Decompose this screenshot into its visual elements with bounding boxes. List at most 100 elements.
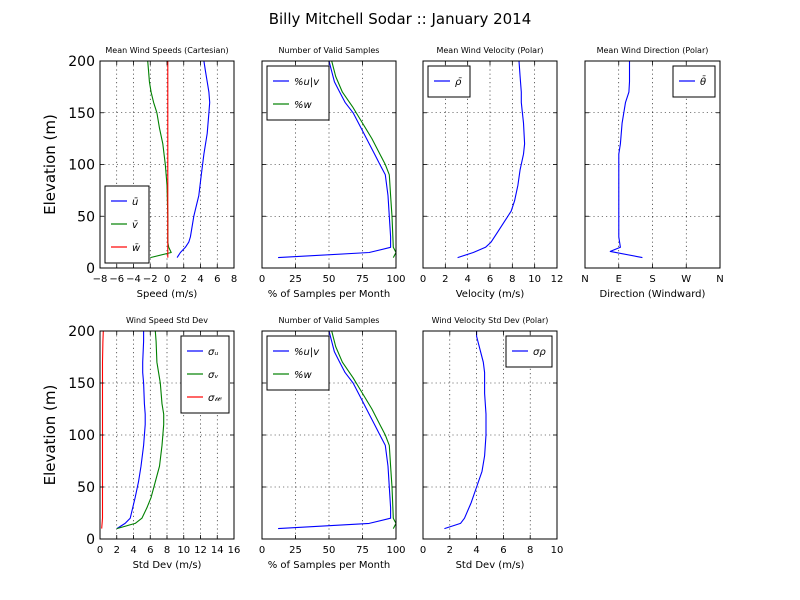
x-tick-label: 0: [420, 274, 426, 285]
legend-label: ū: [132, 197, 138, 208]
x-tick-label: 16: [228, 545, 241, 556]
series-group: [444, 331, 487, 530]
legend-label: σ𝓌: [208, 393, 222, 404]
y-tick-label: 0: [86, 261, 95, 277]
series-line-2: [331, 61, 396, 258]
x-tick-label: 8: [231, 274, 237, 285]
x-tick-label: −4: [126, 274, 141, 285]
series-line-1: [116, 331, 146, 530]
x-tick-label: 12: [194, 545, 207, 556]
series-group: [609, 61, 643, 259]
legend: σρ: [505, 335, 553, 368]
subplot-title: Number of Valid Samples: [279, 316, 380, 325]
legend-label: %w: [294, 100, 313, 111]
series-line-1: [609, 61, 643, 259]
legend-box: [266, 65, 330, 121]
x-tick-label: 0: [259, 545, 265, 556]
x-tick-label: 4: [130, 545, 136, 556]
x-tick-label: 50: [323, 545, 336, 556]
x-axis-label: Direction (Windward): [600, 289, 706, 300]
subplot-2: Number of Valid Samples 0 25 50 75 100 % of Sa…: [259, 46, 406, 300]
legend-label: %w: [294, 370, 313, 381]
x-tick-label: 4: [197, 274, 203, 285]
x-tick-label: 6: [147, 545, 153, 556]
subplot-title: Mean Wind Speeds (Cartesian): [105, 46, 228, 55]
series-line-2: [116, 331, 165, 530]
x-axis-label: % of Samples per Month: [268, 560, 391, 571]
x-tick-label: 12: [551, 274, 564, 285]
x-tick-label: 50: [323, 274, 336, 285]
series-line-1: [457, 61, 526, 259]
x-tick-label: 75: [356, 274, 369, 285]
figure-suptitle: Billy Mitchell Sodar :: January 2014: [269, 10, 532, 28]
x-tick-label: 8: [527, 545, 533, 556]
x-tick-label: 25: [289, 274, 302, 285]
x-tick-label: S: [649, 274, 655, 285]
legend-label: w̄: [132, 243, 141, 254]
series-line-1: [278, 61, 392, 259]
x-axis-label: % of Samples per Month: [268, 289, 391, 300]
legend-label: σᵥ: [208, 370, 219, 381]
series-line-2: [147, 61, 172, 259]
x-tick-label: 8: [509, 274, 515, 285]
x-tick-label: 2: [181, 274, 187, 285]
legend-label: θ̄: [700, 75, 706, 88]
x-tick-label: 100: [386, 274, 405, 285]
legend-label: σρ: [533, 347, 546, 358]
series-group: [101, 331, 165, 530]
x-tick-label: E: [616, 274, 622, 285]
subplot-title: Wind Velocity Std Dev (Polar): [432, 316, 549, 325]
x-tick-label: 100: [386, 545, 405, 556]
legend: ū v̄ w̄: [104, 185, 150, 264]
x-tick-label: 6: [214, 274, 220, 285]
subplot-3: Mean Wind Velocity (Polar) 0 2 4 6 8 10 12 Veloc…: [420, 46, 564, 300]
legend-label: %u|v: [294, 347, 320, 358]
legend: σᵤ σᵥ σ𝓌: [180, 335, 230, 414]
x-tick-label: 4: [464, 274, 470, 285]
x-tick-label: 10: [551, 545, 564, 556]
y-tick-label: 100: [68, 428, 95, 444]
x-tick-label: 0: [164, 274, 170, 285]
subplot-title: Mean Wind Velocity (Polar): [436, 46, 543, 55]
subplot-7: Wind Velocity Std Dev (Polar) 0 2 4 6 8 10 Std …: [420, 316, 564, 571]
subplot-1: Mean Wind Speeds (Cartesian)−8 −6 −4 −2 0 2 4 6…: [41, 46, 237, 300]
subplot-4: Mean Wind Direction (Polar) N E S W N Directio…: [581, 46, 723, 300]
series-line-1: [278, 331, 392, 530]
series-group: [147, 61, 211, 259]
x-tick-label: 2: [114, 545, 120, 556]
x-axis-label: Velocity (m/s): [456, 289, 525, 300]
legend-label: %u|v: [294, 77, 320, 88]
y-tick-label: 200: [68, 324, 95, 340]
series-group: [278, 61, 396, 259]
x-tick-label: 0: [97, 545, 103, 556]
x-tick-label: W: [681, 274, 691, 285]
y-axis-label: Elevation (m): [41, 114, 59, 215]
subplot-6: Number of Valid Samples 0 25 50 75 100 % of Sa…: [259, 316, 406, 571]
x-tick-label: 2: [447, 545, 453, 556]
x-axis-label: Std Dev (m/s): [133, 560, 202, 571]
legend-label: v̄: [132, 220, 139, 231]
series-line-1: [444, 331, 487, 530]
y-tick-label: 150: [68, 376, 95, 392]
series-line-2: [331, 331, 396, 529]
x-tick-label: 75: [356, 545, 369, 556]
legend-box: [266, 335, 330, 391]
x-tick-label: 10: [177, 545, 190, 556]
x-axis-label: Speed (m/s): [137, 289, 198, 300]
x-tick-label: 4: [473, 545, 479, 556]
x-tick-label: 8: [164, 545, 170, 556]
x-tick-label: 25: [289, 545, 302, 556]
y-tick-label: 50: [77, 480, 95, 496]
axes-layer: Mean Wind Speeds (Cartesian)−8 −6 −4 −2 0 2 4 6…: [41, 46, 724, 571]
legend-label: σᵤ: [208, 347, 218, 358]
x-tick-label: 6: [487, 274, 493, 285]
subplot-title: Number of Valid Samples: [279, 46, 380, 55]
legend: ρ̄: [427, 65, 471, 98]
x-tick-label: 2: [442, 274, 448, 285]
y-tick-label: 150: [68, 106, 95, 122]
x-tick-label: 14: [211, 545, 224, 556]
x-tick-label: −2: [143, 274, 158, 285]
y-tick-label: 0: [86, 532, 95, 548]
